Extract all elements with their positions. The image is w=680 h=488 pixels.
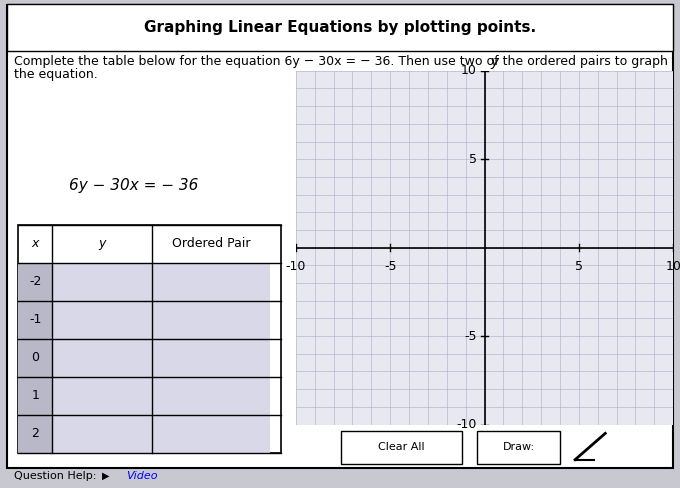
FancyBboxPatch shape (152, 377, 270, 415)
FancyBboxPatch shape (152, 339, 270, 377)
FancyBboxPatch shape (7, 5, 673, 468)
Text: -2: -2 (29, 275, 41, 288)
Text: Graphing Linear Equations by plotting points.: Graphing Linear Equations by plotting po… (144, 20, 536, 35)
Text: 0: 0 (31, 351, 39, 365)
Text: Complete the table below for the equation 6y − 30x = − 36. Then use two of the o: Complete the table below for the equatio… (14, 55, 668, 67)
FancyBboxPatch shape (18, 225, 281, 453)
Text: -5: -5 (384, 260, 396, 273)
Text: Draw:: Draw: (503, 442, 534, 451)
FancyBboxPatch shape (477, 431, 560, 464)
Text: y: y (99, 237, 106, 250)
FancyBboxPatch shape (52, 377, 152, 415)
Text: x: x (31, 237, 39, 250)
FancyBboxPatch shape (152, 415, 270, 453)
FancyBboxPatch shape (18, 377, 52, 415)
Text: Clear All: Clear All (378, 442, 425, 451)
Text: Question Help:: Question Help: (14, 471, 96, 481)
Text: Video: Video (126, 471, 157, 481)
FancyBboxPatch shape (18, 301, 52, 339)
FancyBboxPatch shape (152, 301, 270, 339)
Text: -10: -10 (286, 260, 306, 273)
Text: 6y − 30x = − 36: 6y − 30x = − 36 (69, 178, 199, 193)
FancyBboxPatch shape (7, 4, 673, 51)
FancyBboxPatch shape (52, 415, 152, 453)
FancyBboxPatch shape (18, 415, 52, 453)
FancyBboxPatch shape (152, 263, 270, 301)
Text: -1: -1 (29, 313, 41, 326)
Text: 5: 5 (469, 153, 477, 166)
Text: the equation.: the equation. (14, 68, 97, 81)
FancyBboxPatch shape (18, 339, 52, 377)
FancyBboxPatch shape (52, 339, 152, 377)
Text: Ordered Pair: Ordered Pair (172, 237, 250, 250)
Text: ▶: ▶ (102, 471, 109, 481)
Text: -5: -5 (464, 329, 477, 343)
Text: y: y (490, 55, 498, 69)
FancyBboxPatch shape (52, 301, 152, 339)
Text: -10: -10 (456, 418, 477, 431)
FancyBboxPatch shape (52, 263, 152, 301)
FancyBboxPatch shape (18, 263, 52, 301)
Text: 1: 1 (31, 389, 39, 402)
Text: 10: 10 (665, 260, 680, 273)
Text: 5: 5 (575, 260, 583, 273)
FancyBboxPatch shape (341, 431, 462, 464)
Text: 2: 2 (31, 427, 39, 440)
Text: 10: 10 (461, 64, 477, 77)
